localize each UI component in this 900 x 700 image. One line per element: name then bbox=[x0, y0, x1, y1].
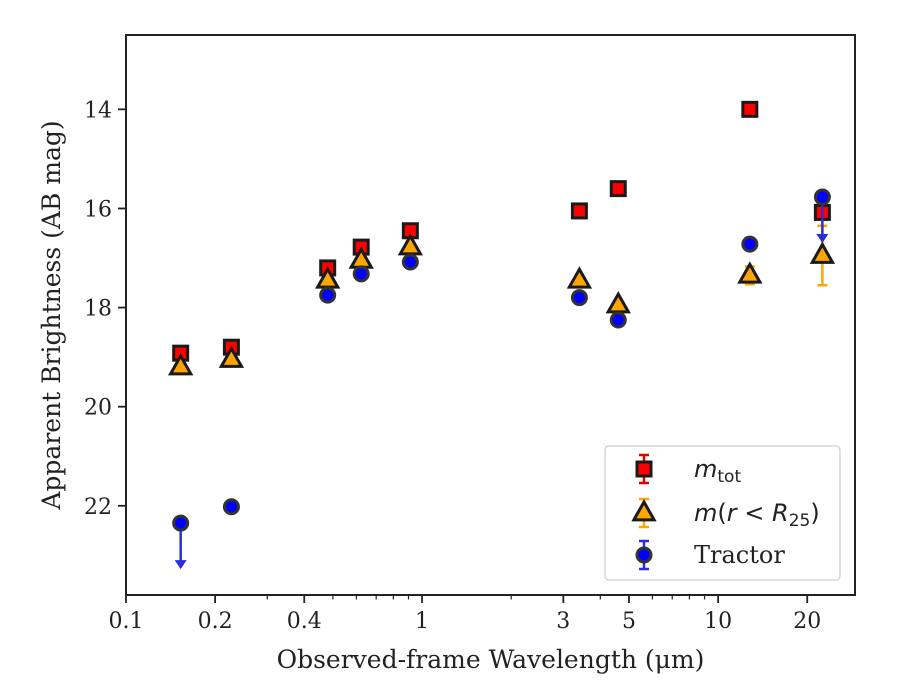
m-tot-point bbox=[609, 180, 627, 198]
x-axis-label: Observed-frame Wavelength (μm) bbox=[277, 645, 705, 674]
m-r-r25-point bbox=[218, 345, 245, 368]
tractor-point bbox=[172, 514, 190, 532]
x-tick-label: 1 bbox=[415, 609, 429, 634]
tractor-upper-limit-arrow bbox=[816, 234, 829, 244]
m-r-r25-point bbox=[809, 241, 836, 264]
y-tick-label: 18 bbox=[84, 297, 112, 322]
x-tick-label: 10 bbox=[704, 609, 732, 634]
legend-marker bbox=[635, 460, 653, 478]
y-tick-label: 14 bbox=[84, 98, 112, 123]
x-tick-label: 20 bbox=[793, 609, 821, 634]
tractor-point bbox=[570, 289, 588, 307]
plot-frame bbox=[125, 34, 856, 596]
legend-marker bbox=[635, 546, 653, 564]
axes: 0.1 0.2 0.4 1 3 5 10 20 14 16 18 20 22 bbox=[84, 98, 821, 634]
x-tick-label: 0.1 bbox=[109, 609, 144, 634]
tractor-point bbox=[609, 311, 627, 329]
y-tick-label: 16 bbox=[84, 197, 112, 222]
tractor-point bbox=[401, 253, 419, 271]
m-tot-point bbox=[741, 100, 759, 118]
legend-frame bbox=[604, 445, 841, 581]
m-r-r25-point bbox=[167, 352, 194, 376]
m-tot-point bbox=[570, 202, 588, 220]
tractor-point bbox=[813, 188, 831, 206]
data-marks bbox=[167, 100, 836, 570]
tractor-point bbox=[222, 498, 240, 516]
y-tick-label: 20 bbox=[84, 396, 112, 421]
tractor-point bbox=[741, 235, 759, 253]
m-r-r25-point bbox=[737, 261, 763, 284]
legend-label: mtot bbox=[694, 455, 741, 487]
x-tick-label: 0.2 bbox=[198, 609, 233, 634]
y-tick-label: 22 bbox=[84, 495, 112, 520]
tractor-point bbox=[352, 265, 370, 283]
legend-label: m(r < R25) bbox=[694, 499, 820, 531]
x-tick-label: 3 bbox=[556, 609, 570, 634]
x-tick-label: 5 bbox=[622, 609, 636, 634]
x-tick-label: 0.4 bbox=[287, 609, 322, 634]
y-axis-label: Apparent Brightness (AB mag) bbox=[37, 120, 66, 510]
m-r-r25-point bbox=[566, 266, 593, 289]
tractor-upper-limit-arrow bbox=[174, 560, 187, 570]
legend-label: Tractor bbox=[694, 541, 785, 569]
legend: mtot m(r < R25) Tractor bbox=[604, 445, 841, 581]
m-tot-point bbox=[401, 222, 419, 240]
legend-marker bbox=[631, 498, 657, 522]
tractor-point bbox=[319, 286, 337, 304]
